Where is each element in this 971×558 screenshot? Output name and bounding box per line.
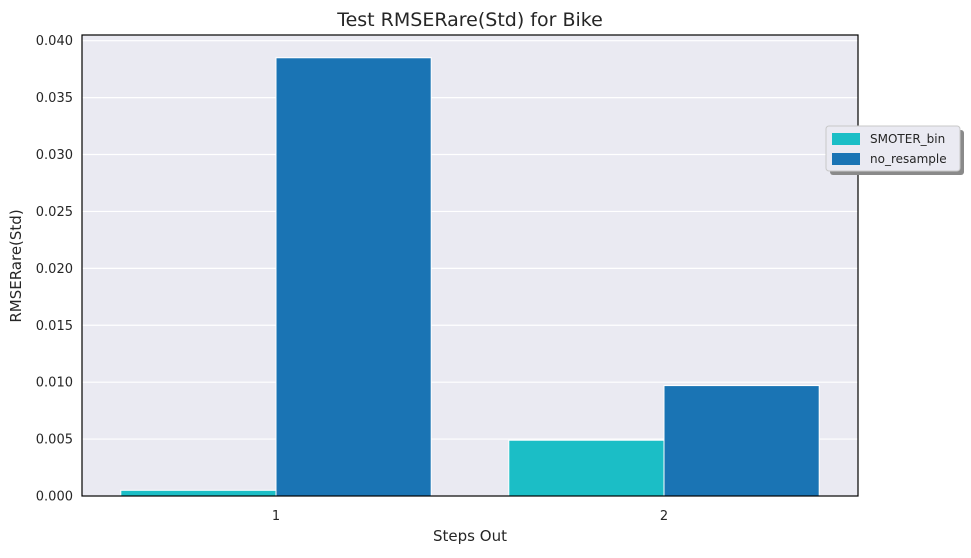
x-tick-label: 1 [272,509,280,524]
x-tick-label: 2 [660,509,668,524]
legend-swatch-SMOTER_bin [832,133,860,145]
y-tick-label: 0.000 [36,490,73,505]
bar-no_resample-1 [275,57,432,497]
y-tick-label: 0.035 [36,91,73,106]
bar-SMOTER_bin-2 [508,439,665,497]
legend: SMOTER_bin no_resample [825,125,964,175]
y-tick-label: 0.040 [36,34,73,49]
y-tick-label: 0.030 [36,148,73,163]
legend-swatch-no_resample [832,153,860,165]
y-tick-label: 0.010 [36,376,73,391]
legend-label-SMOTER_bin: SMOTER_bin [870,132,945,146]
legend-label-no_resample: no_resample [870,152,947,166]
y-axis-label: RMSERare(Std) [7,209,25,322]
bar-SMOTER_bin-1 [120,489,277,497]
y-tick-label: 0.025 [36,205,73,220]
y-tick-label: 0.015 [36,319,73,334]
plot-frame [81,34,859,497]
y-axis-ticks: 0.000 0.005 0.010 0.015 0.020 0.025 0.030 0.035… [36,34,73,504]
bar-no_resample-2 [663,385,820,497]
y-tick-label: 0.020 [36,262,73,277]
chart-title: Test RMSERare(Std) for Bike [336,9,603,31]
x-axis-label: Steps Out [433,527,507,545]
y-tick-label: 0.005 [36,433,73,448]
legend-entries: SMOTER_bin no_resample [832,132,947,166]
bars [120,57,820,497]
